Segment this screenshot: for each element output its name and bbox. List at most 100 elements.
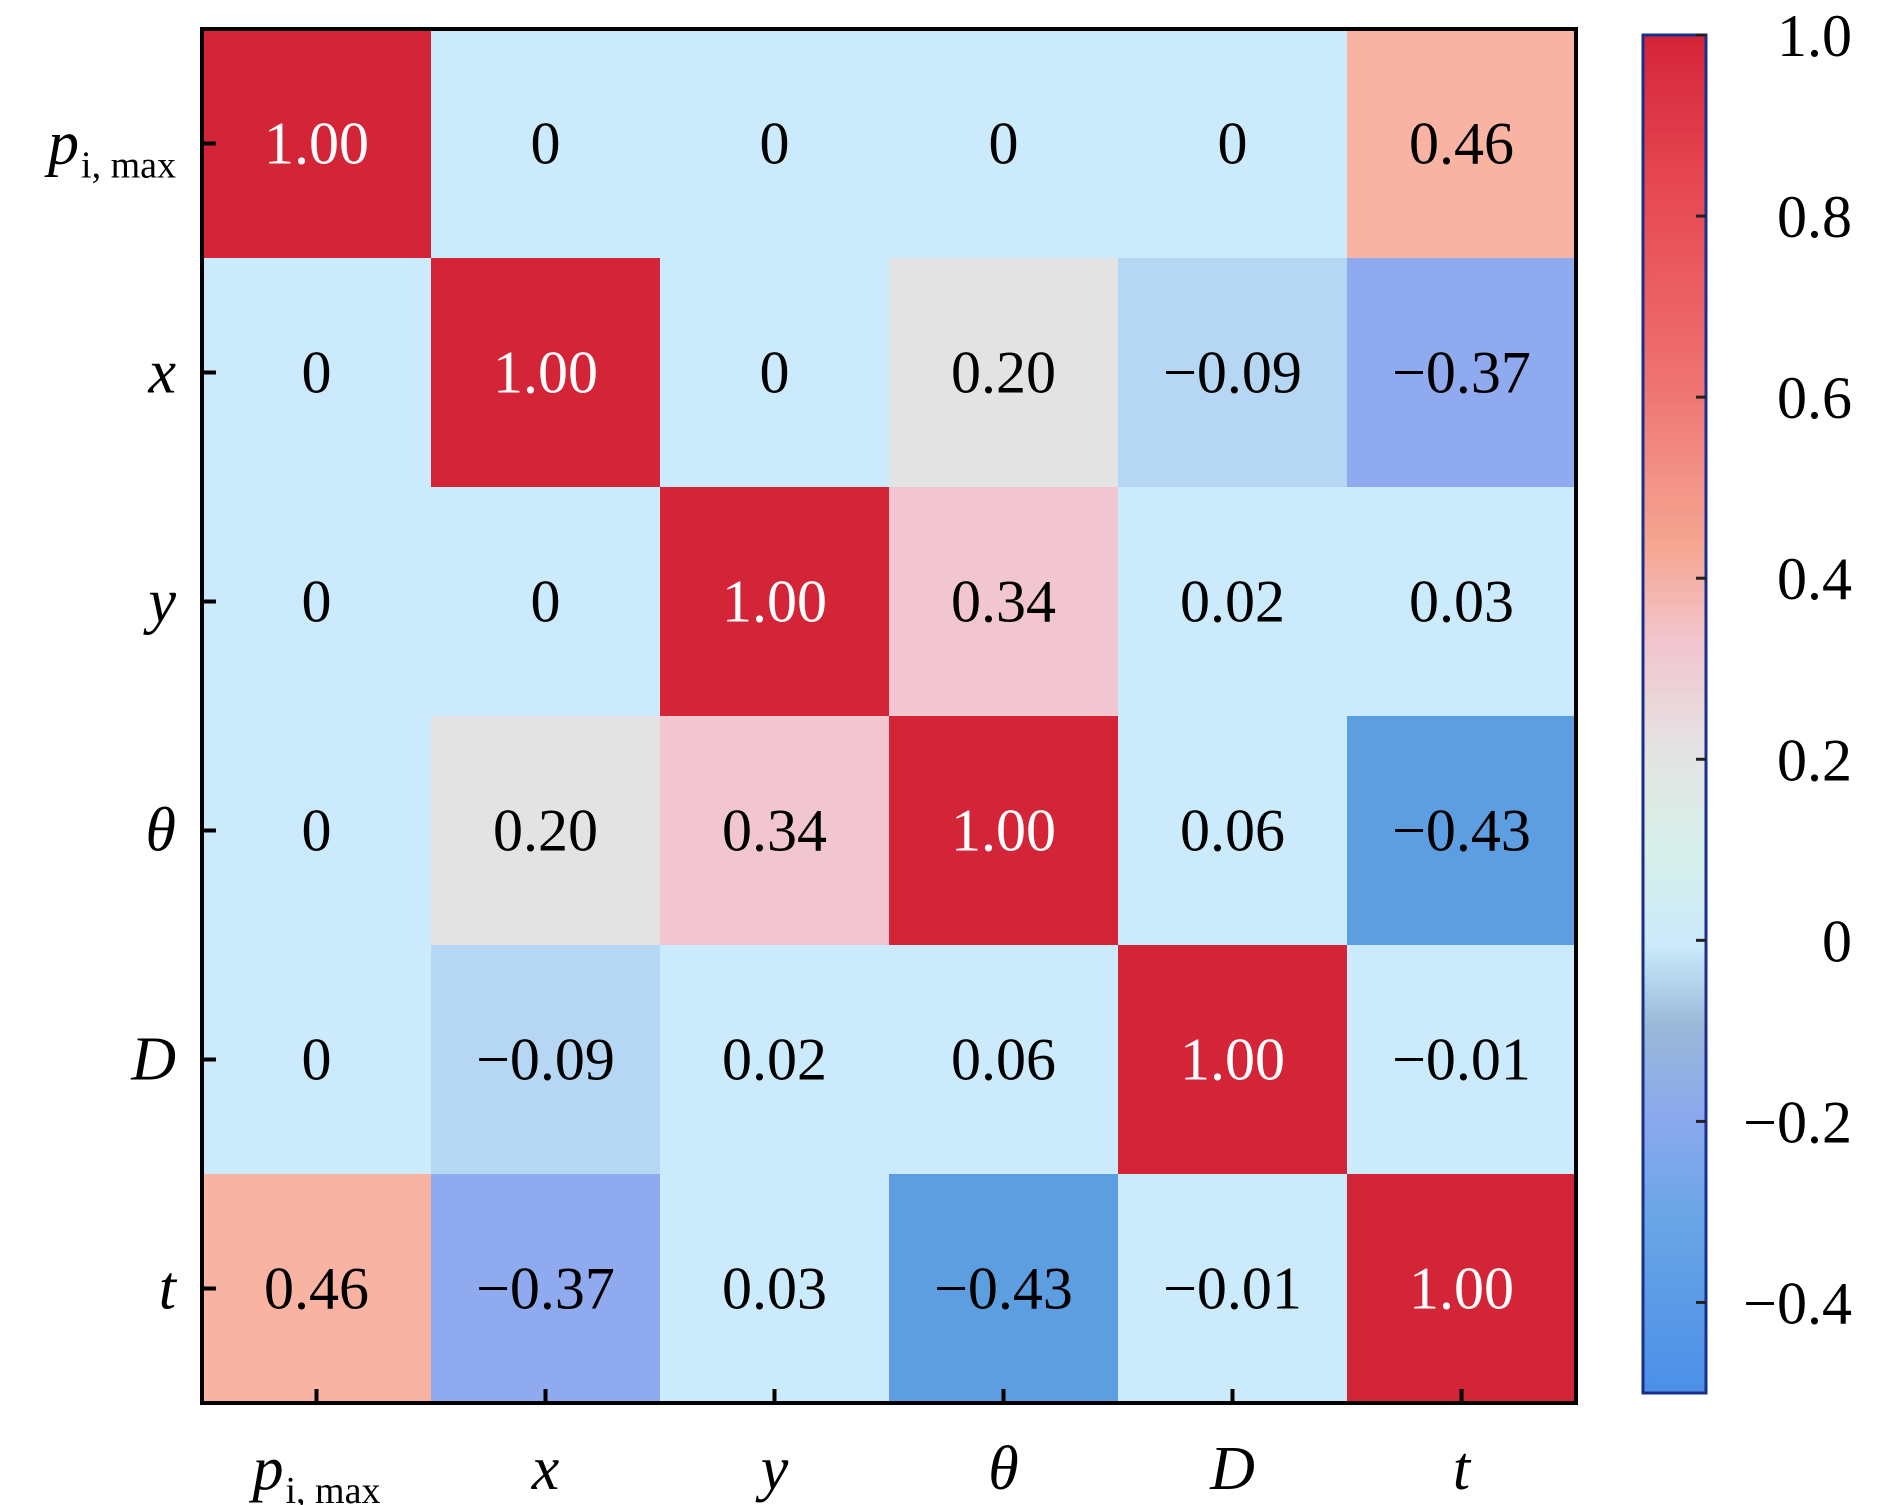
heatmap-cell-label: −0.09	[1163, 340, 1302, 406]
heatmap-cell	[431, 716, 661, 946]
colorbar-tick-label: 0.2	[1777, 727, 1852, 793]
heatmap-cell-label: 0	[302, 798, 332, 864]
colorbar-tick-label: 0.4	[1777, 546, 1852, 612]
y-tick-label: t	[159, 1255, 178, 1323]
x-tick-label: y	[755, 1435, 789, 1503]
heatmap-cell	[889, 258, 1119, 488]
heatmap-cell-label: 1.00	[1409, 1256, 1514, 1322]
heatmap-cell	[202, 716, 432, 946]
heatmap-cell-label: 1.00	[722, 569, 827, 635]
x-tick-label: D	[1209, 1435, 1255, 1503]
heatmap-cell	[889, 945, 1119, 1175]
heatmap-cell-label: 0	[302, 569, 332, 635]
heatmap-cell	[1347, 29, 1577, 259]
heatmap-cell	[1118, 487, 1348, 717]
heatmap-cell-label: 0	[760, 340, 790, 406]
heatmap-cell	[889, 29, 1119, 259]
heatmap-cell	[1118, 1174, 1348, 1404]
heatmap-cell-label: −0.37	[476, 1256, 615, 1322]
heatmap-cell-label: −0.01	[1392, 1027, 1531, 1093]
heatmap-cell-label: 0	[302, 1027, 332, 1093]
x-tick-label: pi, max	[249, 1435, 381, 1505]
heatmap-cell	[889, 487, 1119, 717]
heatmap-cell-label: 0.34	[722, 798, 827, 864]
heatmap-cell-label: −0.43	[1392, 798, 1531, 864]
heatmap-cell	[1347, 487, 1577, 717]
heatmap-cell	[1118, 716, 1348, 946]
heatmap-cell	[202, 258, 432, 488]
heatmap-cell-label: 0.34	[951, 569, 1056, 635]
x-tick-label: t	[1453, 1435, 1472, 1503]
heatmap-cell	[431, 258, 661, 488]
x-tick-label: θ	[988, 1435, 1018, 1503]
heatmap-cell-label: 0.02	[1180, 569, 1285, 635]
heatmap-cell	[431, 1174, 661, 1404]
heatmap-cell-label: 1.00	[493, 340, 598, 406]
y-axis-labels: pi, max x y θ Dt	[44, 110, 178, 1323]
colorbar-tick-label: −0.4	[1743, 1270, 1852, 1336]
plot-frame	[200, 27, 1578, 1405]
x-tick-label: x	[531, 1435, 560, 1503]
heatmap-cell-label: 0	[302, 340, 332, 406]
heatmap-cell-label: 0	[531, 569, 561, 635]
heatmap-cell-label: 0.03	[722, 1256, 827, 1322]
y-tick-label: y	[142, 568, 176, 636]
y-tick-label: D	[130, 1026, 176, 1094]
y-tick-label: θ	[146, 797, 176, 865]
colorbar-tick-label: 0.8	[1777, 184, 1852, 250]
heatmap-cell	[1347, 258, 1577, 488]
colorbar-tick-label: 0	[1822, 908, 1852, 974]
heatmap-cell	[202, 945, 432, 1175]
heatmap-cell	[660, 487, 890, 717]
heatmap-cell-label: −0.43	[934, 1256, 1073, 1322]
heatmap-cell	[1118, 945, 1348, 1175]
heatmap-cell-label: 0.06	[1180, 798, 1285, 864]
y-tick-label: pi, max	[44, 110, 176, 187]
heatmap-cell	[660, 945, 890, 1175]
axis-ticks	[202, 141, 1464, 1403]
heatmap-cell-label: 0.02	[722, 1027, 827, 1093]
heatmap-cell-label: −0.01	[1163, 1256, 1302, 1322]
heatmap-cell-label: 0.46	[1409, 111, 1514, 177]
colorbar-gradient	[1641, 33, 1708, 1395]
heatmap-cell	[202, 29, 432, 259]
heatmap-cell-label: 0	[531, 111, 561, 177]
heatmap-cell	[660, 258, 890, 488]
heatmap-cell-labels: 1.00 0 0 0 0 0.46 0 1.00 0 0.20 −0.09 −0.37 0 0 1.00 0.…	[264, 111, 1531, 1322]
heatmap-cell-label: 0	[1218, 111, 1248, 177]
heatmap-cell-label: −0.09	[476, 1027, 615, 1093]
heatmap-cell-label: 0.03	[1409, 569, 1514, 635]
heatmap-cell	[889, 716, 1119, 946]
heatmap-cell-label: 0.20	[493, 798, 598, 864]
heatmap-cell	[660, 29, 890, 259]
heatmap-cell-label: 0	[760, 111, 790, 177]
colorbar-tick-label: −0.2	[1743, 1089, 1852, 1155]
heatmap-cell	[1118, 29, 1348, 259]
colorbar: 1.0 0.8 0.6 0.4 0.2 0 −0.2 −0.4	[1641, 3, 1852, 1395]
heatmap-cell-label: −0.37	[1392, 340, 1531, 406]
heatmap-cell-label: 0	[989, 111, 1019, 177]
heatmap-cell	[202, 487, 432, 717]
heatmap-cell	[660, 716, 890, 946]
colorbar-tick-label: 0.6	[1777, 365, 1852, 431]
heatmap-cell-label: 0.46	[264, 1256, 369, 1322]
heatmap-cell-label: 0.20	[951, 340, 1056, 406]
heatmap-cell	[1347, 1174, 1577, 1404]
heatmap-cell	[1118, 258, 1348, 488]
heatmap-cell	[889, 1174, 1119, 1404]
heatmap-cell	[431, 29, 661, 259]
heatmap-cell	[431, 945, 661, 1175]
y-tick-label: x	[147, 339, 176, 407]
heatmap-cell-label: 1.00	[951, 798, 1056, 864]
heatmap-cell	[1347, 716, 1577, 946]
heatmap-cell-label: 0.06	[951, 1027, 1056, 1093]
heatmap-cell-label: 1.00	[264, 111, 369, 177]
heatmap-cells	[202, 29, 1577, 1404]
heatmap-cell	[202, 1174, 432, 1404]
heatmap-cell	[660, 1174, 890, 1404]
colorbar-tick-label: 1.0	[1777, 3, 1852, 69]
heatmap-cell	[431, 487, 661, 717]
heatmap-cell-label: 1.00	[1180, 1027, 1285, 1093]
